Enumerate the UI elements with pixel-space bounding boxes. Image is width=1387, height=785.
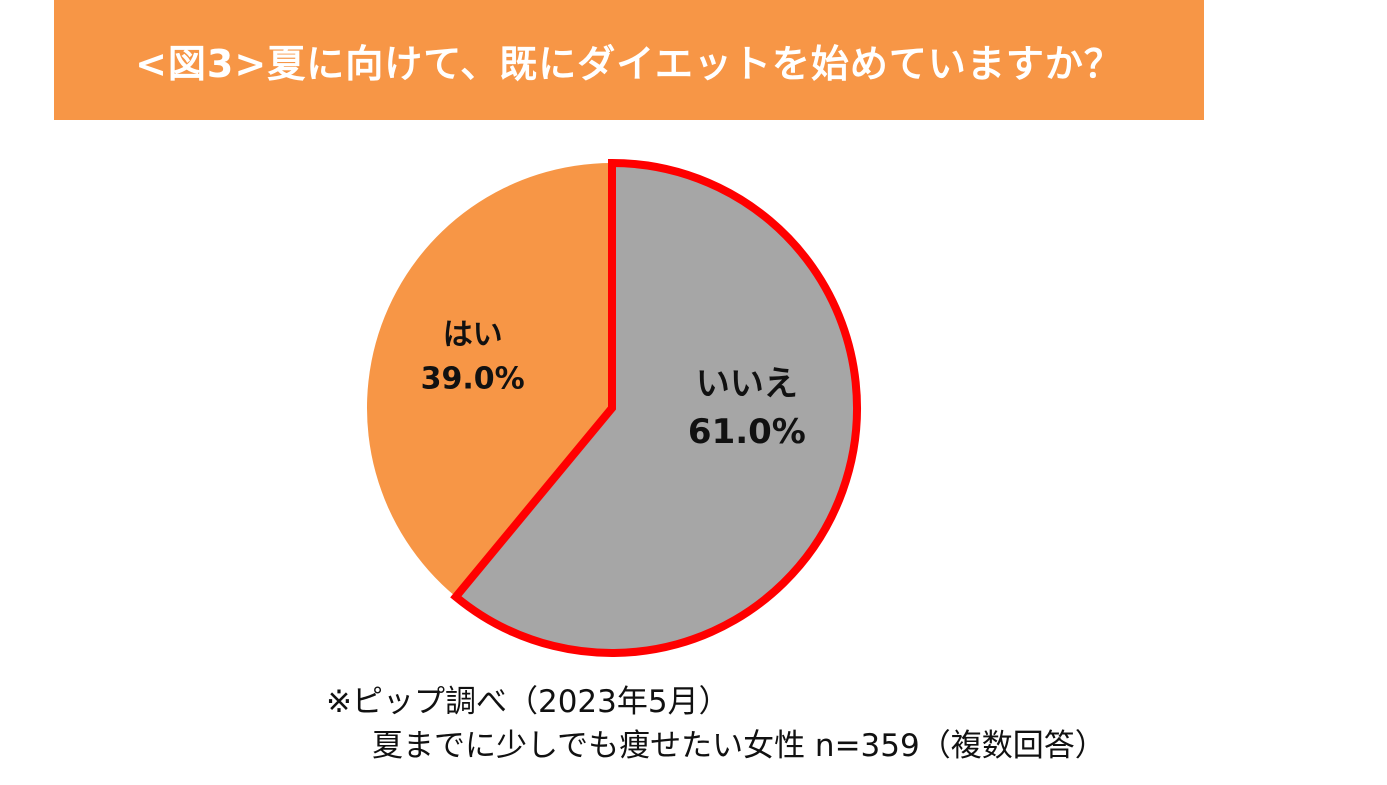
pie-slice-yes <box>366 163 612 597</box>
slice-label-no-name: いいえ <box>696 364 798 404</box>
chart-title: <図3>夏に向けて、既にダイエットを始めていますか？ <box>135 41 1123 86</box>
sample-note: 夏までに少しでも痩せたい女性 n=359（複数回答） <box>372 728 1106 764</box>
slice-label-no-value: 61.0% <box>688 412 806 452</box>
slice-label-yes-name: はい <box>443 317 503 352</box>
pie-slice-no <box>450 158 861 657</box>
title-banner: <図3>夏に向けて、既にダイエットを始めていますか？ <box>54 0 1204 120</box>
slice-label-yes-value: 39.0% <box>421 361 525 396</box>
source-note: ※ピップ調べ（2023年5月） <box>326 684 730 720</box>
